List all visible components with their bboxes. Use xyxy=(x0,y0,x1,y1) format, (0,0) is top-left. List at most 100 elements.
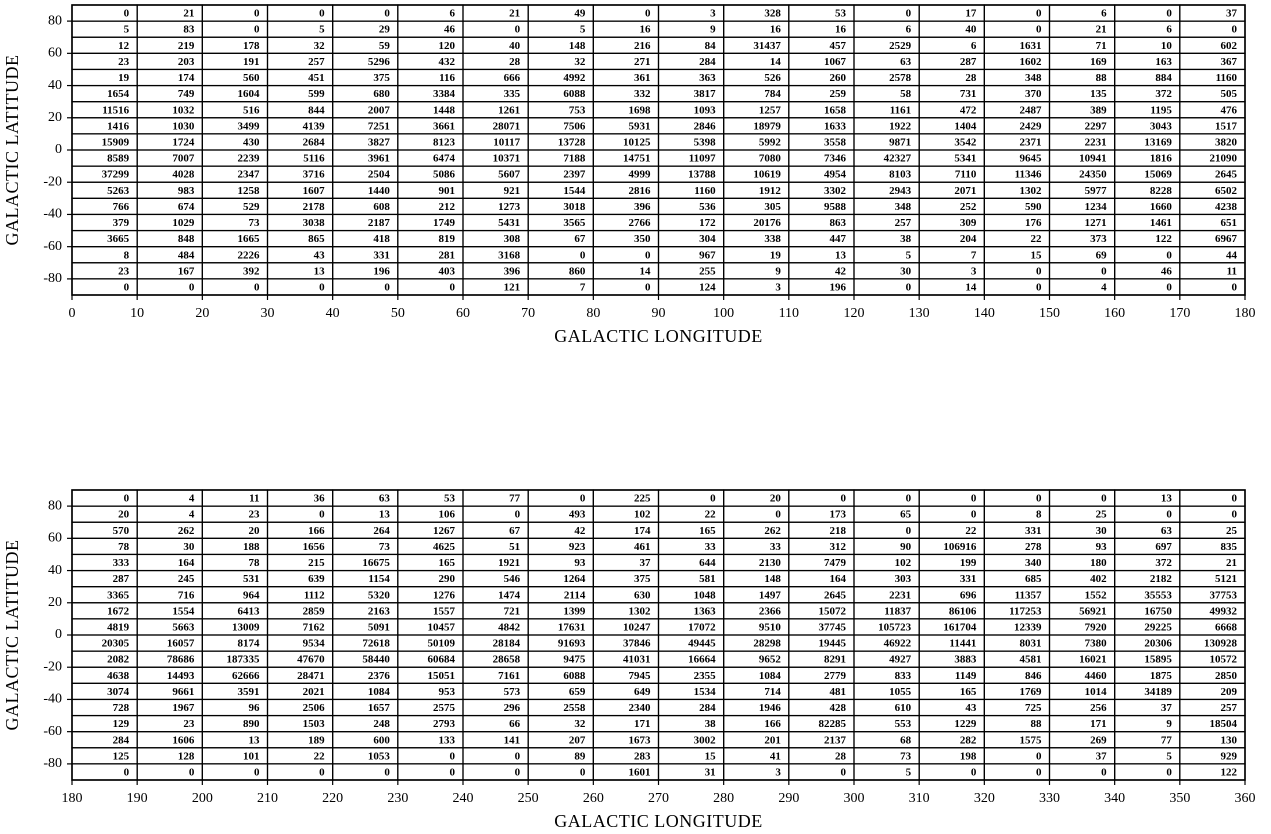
cell-value: 835 xyxy=(1221,541,1238,553)
cell-value: 396 xyxy=(504,265,521,277)
cell-value: 0 xyxy=(384,766,390,778)
cell-value: 5263 xyxy=(107,185,130,197)
cell-value: 4625 xyxy=(433,541,456,553)
cell-value: 32 xyxy=(574,56,586,68)
cell-value: 1029 xyxy=(172,217,195,229)
cell-value: 11441 xyxy=(949,638,976,650)
cell-value: 20 xyxy=(249,525,261,537)
cell-value: 73 xyxy=(900,750,912,762)
cell-value: 1654 xyxy=(107,88,130,100)
cell-value: 4999 xyxy=(629,169,652,181)
cell-value: 248 xyxy=(373,718,390,730)
cell-value: 1665 xyxy=(238,233,261,245)
cell-value: 2187 xyxy=(368,217,391,229)
cell-value: 148 xyxy=(764,573,781,585)
cell-value: 130 xyxy=(1221,734,1238,746)
cell-value: 2007 xyxy=(368,104,391,116)
cell-value: 16 xyxy=(770,24,782,36)
cell-value: 37846 xyxy=(623,638,651,650)
cell-value: 23 xyxy=(183,718,195,730)
cell-value: 22 xyxy=(705,509,717,521)
cell-value: 1273 xyxy=(498,201,521,213)
cell-value: 42327 xyxy=(884,153,912,165)
cell-value: 6 xyxy=(906,24,912,36)
cell-value: 1657 xyxy=(368,702,391,714)
cell-value: 2506 xyxy=(303,702,326,714)
cell-value: 332 xyxy=(634,88,651,100)
cell-value: 476 xyxy=(1221,104,1238,116)
cell-value: 82285 xyxy=(819,718,847,730)
cell-value: 1257 xyxy=(759,104,782,116)
cell-value: 69 xyxy=(1096,249,1108,261)
cell-value: 860 xyxy=(569,265,586,277)
x-tick-label: 50 xyxy=(391,306,405,321)
cell-value: 5992 xyxy=(759,136,782,148)
x-tick-label: 210 xyxy=(257,791,278,806)
cell-value: 1440 xyxy=(368,185,391,197)
cell-value: 2021 xyxy=(303,686,325,698)
cell-value: 63 xyxy=(900,56,912,68)
cell-value: 0 xyxy=(124,281,130,293)
cell-value: 78 xyxy=(118,541,130,553)
cell-value: 46922 xyxy=(884,638,912,650)
cell-value: 122 xyxy=(1155,233,1172,245)
cell-value: 20306 xyxy=(1144,638,1172,650)
cell-value: 3365 xyxy=(107,589,130,601)
cell-value: 86106 xyxy=(949,605,977,617)
cell-value: 8031 xyxy=(1020,638,1042,650)
cell-value: 304 xyxy=(699,233,716,245)
x-tick-label: 150 xyxy=(1039,306,1060,321)
cell-value: 33 xyxy=(770,541,782,553)
cell-value: 0 xyxy=(1166,509,1172,521)
cell-value: 135 xyxy=(1090,88,1107,100)
x-tick-label: 170 xyxy=(1169,306,1190,321)
cell-value: 46 xyxy=(444,24,456,36)
cell-value: 5320 xyxy=(368,589,391,601)
cell-value: 921 xyxy=(504,185,521,197)
cell-value: 171 xyxy=(634,718,651,730)
cell-value: 328 xyxy=(764,8,781,20)
cell-value: 516 xyxy=(243,104,260,116)
cell-value: 6088 xyxy=(563,670,586,682)
cell-value: 2226 xyxy=(238,249,261,261)
cell-value: 1474 xyxy=(498,589,521,601)
cell-value: 1921 xyxy=(498,557,520,569)
cell-value: 7251 xyxy=(368,120,390,132)
cell-value: 599 xyxy=(308,88,325,100)
x-tick-label: 100 xyxy=(713,306,734,321)
cell-value: 0 xyxy=(906,281,912,293)
cell-value: 863 xyxy=(830,217,847,229)
cell-value: 335 xyxy=(504,88,521,100)
cell-value: 1112 xyxy=(304,589,325,601)
cell-value: 209 xyxy=(1221,686,1238,698)
cell-value: 3 xyxy=(710,8,716,20)
cell-value: 0 xyxy=(450,750,456,762)
cell-value: 2846 xyxy=(694,120,717,132)
cell-value: 1404 xyxy=(954,120,977,132)
cell-value: 348 xyxy=(1025,72,1042,84)
cell-value: 1160 xyxy=(1216,72,1238,84)
cell-value: 148 xyxy=(569,40,586,52)
cell-value: 6 xyxy=(971,40,977,52)
cell-value: 402 xyxy=(1090,573,1107,585)
cell-value: 0 xyxy=(319,766,325,778)
cell-value: 3558 xyxy=(824,136,847,148)
cell-value: 84 xyxy=(705,40,717,52)
cell-value: 2779 xyxy=(824,670,847,682)
cell-value: 680 xyxy=(373,88,390,100)
cell-value: 256 xyxy=(1090,702,1107,714)
cell-value: 0 xyxy=(319,281,325,293)
cell-value: 7945 xyxy=(629,670,652,682)
y-tick-label: 80 xyxy=(48,498,62,513)
cell-value: 1749 xyxy=(433,217,456,229)
cell-value: 0 xyxy=(645,281,651,293)
cell-value: 187335 xyxy=(227,654,261,666)
cell-value: 7161 xyxy=(498,670,520,682)
cell-value: 333 xyxy=(113,557,130,569)
cell-value: 2163 xyxy=(368,605,391,617)
cell-value: 1048 xyxy=(694,589,717,601)
cell-value: 11516 xyxy=(102,104,129,116)
x-tick-label: 20 xyxy=(195,306,209,321)
cell-value: 0 xyxy=(1036,8,1042,20)
cell-value: 28298 xyxy=(753,638,781,650)
